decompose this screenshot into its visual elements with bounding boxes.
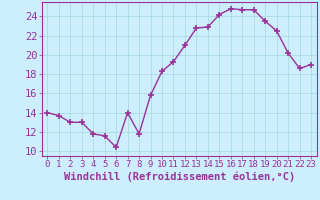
X-axis label: Windchill (Refroidissement éolien,°C): Windchill (Refroidissement éolien,°C) [64,172,295,182]
